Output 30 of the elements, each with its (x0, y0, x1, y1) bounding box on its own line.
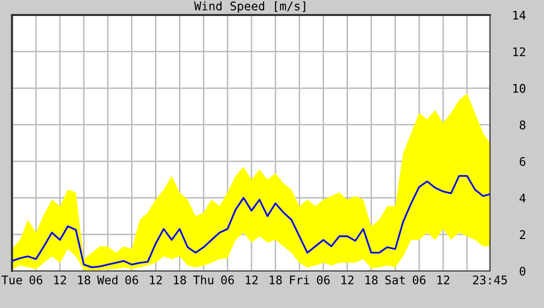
x-tick-label: 06 (125, 275, 138, 284)
x-tick-label: 12 (342, 275, 354, 284)
x-tick-label: 06 (317, 275, 330, 284)
x-tick-label: 06 (30, 275, 42, 284)
y-tick-label: 2 (520, 230, 526, 239)
x-tick-label: 12 (437, 275, 450, 284)
x-tick-label: 12 (150, 275, 162, 284)
x-tick-label: Thu (193, 275, 214, 284)
chart-title: Wind Speed [m/s] (194, 1, 306, 13)
x-tick-label: Sat (385, 275, 405, 284)
x-tick-label: 12 (54, 275, 66, 284)
y-tick-label: 4 (520, 194, 526, 202)
y-tick-label: 0 (520, 266, 526, 276)
x-tick-label: 18 (174, 275, 186, 284)
y-tick-label: 10 (513, 84, 526, 93)
x-tick-label: Tue (2, 276, 22, 284)
y-tick-label: 14 (513, 10, 526, 20)
x-tick-label: 18 (78, 275, 90, 284)
y-tick-label: 12 (513, 47, 526, 56)
y-tick-label: 8 (520, 120, 526, 130)
x-tick-label: Fri (290, 275, 310, 284)
x-tick-label: 18 (366, 275, 378, 284)
y-tick-label: 6 (520, 157, 526, 166)
x-tick-label: Wed (97, 275, 118, 284)
x-tick-label: 23:45 (473, 275, 507, 284)
line-series (12, 175, 490, 268)
x-tick-label: 12 (246, 275, 258, 284)
x-tick-label: 18 (270, 275, 282, 284)
x-tick-label: 06 (412, 275, 426, 284)
x-tick-label: 06 (221, 275, 234, 284)
